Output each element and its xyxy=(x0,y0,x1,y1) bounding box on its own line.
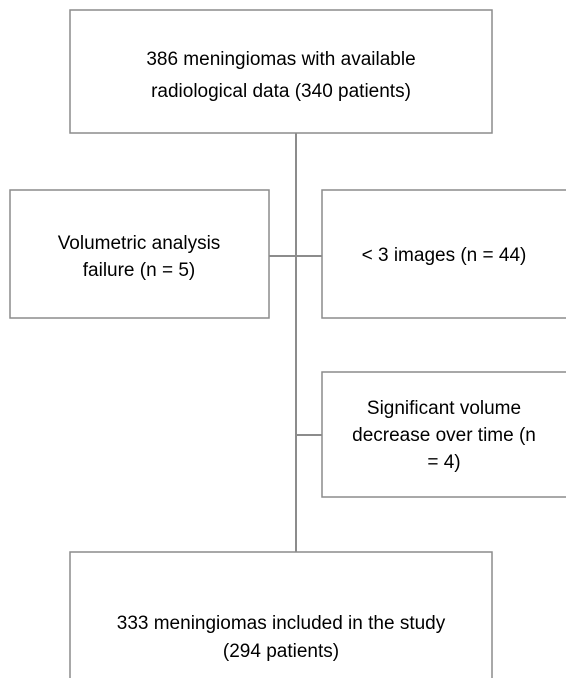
node-label: failure (n = 5) xyxy=(83,260,195,281)
node-label: (294 patients) xyxy=(223,641,339,662)
box xyxy=(321,189,566,319)
box xyxy=(69,551,493,678)
node-label: 333 meningiomas included in the study xyxy=(117,613,446,634)
node-label: Volumetric analysis xyxy=(58,233,221,254)
box xyxy=(69,9,493,134)
node-label: 386 meningiomas with available xyxy=(146,49,415,70)
node-label: decrease over time (n xyxy=(352,425,536,446)
node-label: Significant volume xyxy=(367,398,521,419)
box xyxy=(9,189,270,319)
node-label: radiological data (340 patients) xyxy=(151,81,411,102)
node-label: < 3 images (n = 44) xyxy=(362,245,527,266)
node-label: = 4) xyxy=(427,452,460,473)
box xyxy=(321,371,566,498)
